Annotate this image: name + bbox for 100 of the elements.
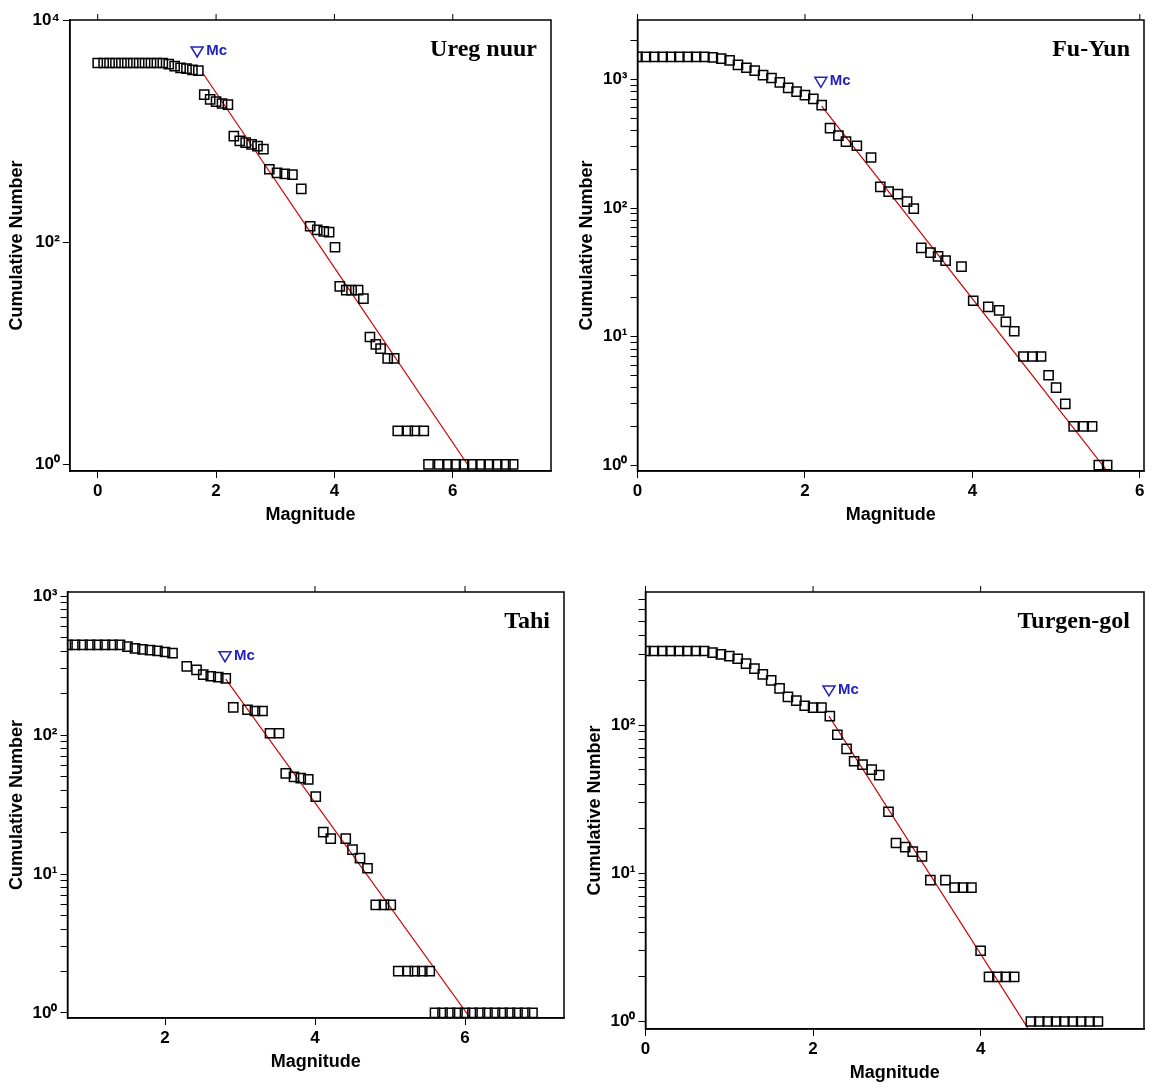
point	[799, 700, 811, 712]
point	[107, 639, 118, 651]
point	[317, 826, 329, 838]
point	[325, 833, 337, 844]
annotation: Mc	[206, 41, 227, 59]
point	[1050, 382, 1062, 394]
point	[459, 1007, 471, 1018]
point	[766, 72, 777, 84]
point	[757, 69, 769, 81]
text: Tahi	[504, 607, 551, 634]
point	[940, 874, 951, 886]
point	[698, 645, 710, 657]
point	[966, 882, 977, 893]
point	[993, 304, 1005, 316]
point	[757, 668, 769, 680]
point	[191, 664, 202, 676]
text: Fu-Yun	[1052, 35, 1130, 62]
point	[956, 261, 967, 272]
point	[765, 675, 777, 686]
point	[220, 672, 232, 684]
point	[129, 643, 141, 654]
point	[741, 62, 752, 74]
point	[857, 759, 868, 771]
point	[707, 52, 719, 63]
point	[916, 851, 928, 862]
point	[1018, 351, 1029, 362]
point	[873, 769, 885, 781]
y-tick-label: 10²	[32, 724, 58, 744]
point	[749, 663, 760, 675]
point	[833, 130, 844, 141]
point	[648, 51, 660, 63]
x-tick-label: 6	[448, 480, 458, 500]
y-tick-label: 10⁰	[35, 453, 60, 473]
point	[295, 772, 307, 784]
point	[1042, 1016, 1053, 1027]
y-axis-title: Cumulative Number	[583, 725, 604, 896]
point	[774, 77, 786, 88]
y-tick-label: 10⁰	[32, 1002, 58, 1022]
point	[640, 51, 652, 63]
y-tick-label: 10²	[602, 197, 628, 217]
point	[982, 301, 994, 313]
point	[444, 1007, 456, 1018]
point	[791, 86, 802, 97]
point	[1033, 1016, 1045, 1027]
point	[409, 965, 421, 977]
point	[69, 639, 81, 651]
point	[288, 771, 300, 783]
x-axis-title: Magnitude	[849, 1062, 940, 1083]
point	[354, 852, 366, 864]
point	[504, 1007, 516, 1018]
y-tick-label: 10⁴	[32, 9, 60, 29]
text: Ureg nuur	[430, 35, 538, 62]
x-tick-label: 0	[93, 480, 103, 500]
point	[424, 965, 436, 977]
point	[1092, 1016, 1104, 1027]
point	[983, 971, 995, 983]
point	[1025, 1016, 1037, 1027]
point	[774, 682, 785, 694]
point	[527, 1007, 538, 1018]
point	[197, 669, 209, 680]
point	[648, 645, 660, 657]
point	[915, 242, 927, 254]
point	[257, 705, 268, 717]
point	[99, 639, 111, 651]
point	[77, 639, 88, 651]
point	[264, 727, 276, 739]
point	[362, 862, 373, 874]
y-tick-label: 10¹	[602, 326, 628, 346]
point	[1008, 971, 1020, 983]
point	[890, 837, 902, 849]
point	[957, 882, 969, 893]
x-tick-label: 4	[329, 480, 340, 500]
x-tick-label: 4	[975, 1038, 986, 1058]
point	[474, 1007, 486, 1018]
point	[280, 768, 292, 779]
point	[840, 136, 852, 148]
point	[167, 647, 178, 659]
point	[1000, 316, 1012, 328]
point	[723, 650, 735, 662]
point	[205, 670, 217, 682]
y-tick-label: 10⁰	[602, 454, 628, 474]
x-tick-label: 4	[310, 1027, 321, 1047]
point	[816, 702, 827, 714]
point	[892, 188, 904, 200]
y-tick-label: 10⁰	[610, 1011, 636, 1031]
point	[302, 773, 314, 785]
point	[816, 99, 828, 111]
point	[656, 645, 668, 657]
point	[690, 51, 702, 63]
point	[673, 645, 685, 657]
x-tick-label: 6	[460, 1027, 470, 1047]
point	[1059, 1016, 1070, 1027]
point	[949, 882, 960, 893]
y-tick-label: 10²	[610, 714, 636, 734]
point	[152, 645, 163, 657]
x-axis-title: Magnitude	[270, 1051, 361, 1072]
point	[848, 755, 860, 767]
x-axis-title: Magnitude	[845, 504, 936, 525]
x-tick-label: 2	[160, 1027, 170, 1047]
point	[144, 644, 156, 656]
